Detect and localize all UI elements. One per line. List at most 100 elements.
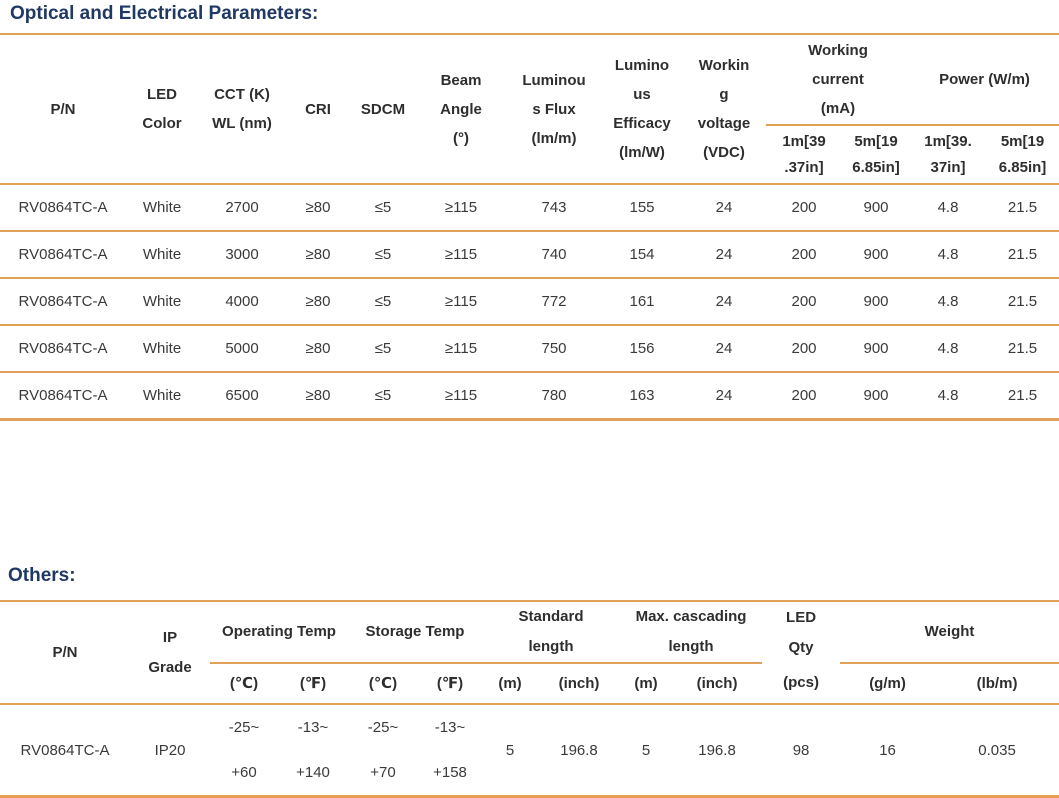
table-cell: White <box>126 324 198 372</box>
header-sdcm: SDCM <box>360 100 406 118</box>
header-luminous-flux: Luminou s Flux (lm/m) <box>522 71 586 147</box>
table-cell: 740 <box>506 230 602 278</box>
header-working-current-group: Working current (mA) <box>766 34 911 126</box>
table-cell: 4.8 <box>910 371 987 419</box>
table-cell: 163 <box>602 371 682 419</box>
table-cell: 4.8 <box>910 324 987 372</box>
table-cell: ≤5 <box>350 371 416 419</box>
subheader-led-qty-pcs: (pcs) <box>783 674 819 691</box>
header-pn: P/N <box>50 100 76 118</box>
table-cell: 4.8 <box>910 277 987 325</box>
table-cell: White <box>126 371 198 419</box>
table-cell: 743 <box>506 183 602 231</box>
subheader-weight-gm: (g/m) <box>869 674 906 692</box>
subheader-storage-temp-f: (℉) <box>436 674 464 692</box>
others-table: P/N IP Grade Operating Temp Storage Temp… <box>0 600 1059 798</box>
table-cell: 200 <box>766 324 842 372</box>
table-cell: 5 <box>620 703 673 797</box>
table-cell: 21.5 <box>986 324 1059 372</box>
table-cell: ≥80 <box>286 183 350 231</box>
header-pn: P/N <box>52 643 78 661</box>
table-cell: ≤5 <box>350 230 416 278</box>
table-cell: 196.8 <box>538 703 621 797</box>
table-cell: ≤5 <box>350 277 416 325</box>
table-cell: 5000 <box>198 324 286 372</box>
table-cell: 24 <box>682 371 766 419</box>
table-cell: 21.5 <box>986 371 1059 419</box>
table-cell: 900 <box>842 230 911 278</box>
header-led-color: LED Color <box>142 86 182 132</box>
table-cell: 4.8 <box>910 230 987 278</box>
optical-parameters-table: P/N LED Color CCT (K) WL (nm) CRI SDCM B… <box>0 33 1059 421</box>
header-weight-group: Weight <box>840 601 1059 664</box>
table-cell: 98 <box>762 703 841 797</box>
table-cell: 16 <box>840 703 936 797</box>
subheader-standard-length-inch: (inch) <box>558 674 600 692</box>
table-row: RV0864TC-A White 6500 ≥80 ≤5 ≥115 780 16… <box>0 371 1059 419</box>
table-cell: RV0864TC-A <box>0 324 126 372</box>
table-cell: 161 <box>602 277 682 325</box>
table-cell: RV0864TC-A <box>0 183 126 231</box>
header-standard-length-group: Standard length <box>482 601 621 664</box>
optical-header-row: P/N LED Color CCT (K) WL (nm) CRI SDCM B… <box>0 34 1059 161</box>
table-cell: 200 <box>766 371 842 419</box>
header-operating-temp-group: Operating Temp <box>210 601 348 664</box>
table-cell: 2700 <box>198 183 286 231</box>
table-cell: -13~ +140 <box>278 703 348 797</box>
header-led-qty: LED Qty <box>786 608 817 656</box>
table-cell: 900 <box>842 324 911 372</box>
table-cell: ≤5 <box>350 324 416 372</box>
header-max-cascading-length-group: Max. cascading length <box>620 601 763 664</box>
table-cell: ≥115 <box>416 277 506 325</box>
table-cell: 24 <box>682 230 766 278</box>
subheader-max-cascading-m: (m) <box>634 674 658 692</box>
table-cell: 3000 <box>198 230 286 278</box>
table-cell: 21.5 <box>986 183 1059 231</box>
table-cell: 24 <box>682 277 766 325</box>
table-cell: 4.8 <box>910 183 987 231</box>
table-cell: 200 <box>766 230 842 278</box>
table-cell: 21.5 <box>986 230 1059 278</box>
subheader-operating-temp-c: (℃) <box>229 674 259 692</box>
table-cell: -25~ +70 <box>348 703 418 797</box>
subheader-operating-temp-f: (℉) <box>299 674 327 692</box>
table-cell: White <box>126 230 198 278</box>
table-cell: 6500 <box>198 371 286 419</box>
subheader-current-1m: 1m[39 .37in] <box>782 132 826 176</box>
table-cell: 24 <box>682 324 766 372</box>
header-luminous-efficacy: Lumino us Efficacy (lm/W) <box>613 57 671 161</box>
table-cell: ≥115 <box>416 230 506 278</box>
header-storage-temp-group: Storage Temp <box>348 601 482 664</box>
table-cell: ≥115 <box>416 324 506 372</box>
table-cell: ≥80 <box>286 324 350 372</box>
header-cct-wl: CCT (K) WL (nm) <box>212 86 272 132</box>
table-cell: 196.8 <box>672 703 763 797</box>
table-cell: RV0864TC-A <box>0 230 126 278</box>
table-cell: 750 <box>506 324 602 372</box>
others-header-row: P/N IP Grade Operating Temp Storage Temp… <box>0 601 1059 676</box>
table-cell: 4000 <box>198 277 286 325</box>
table-cell: 154 <box>602 230 682 278</box>
table-row: RV0864TC-A White 3000 ≥80 ≤5 ≥115 740 15… <box>0 230 1059 278</box>
table-cell: 900 <box>842 277 911 325</box>
header-beam-angle: Beam Angle (°) <box>440 71 482 147</box>
subheader-power-5m: 5m[19 6.85in] <box>998 132 1047 176</box>
subheader-standard-length-m: (m) <box>498 674 522 692</box>
subheader-storage-temp-c: (℃) <box>368 674 398 692</box>
table-cell: 0.035 <box>935 703 1059 797</box>
table-cell: 5 <box>482 703 538 797</box>
table-cell: RV0864TC-A <box>0 371 126 419</box>
table-row: RV0864TC-A White 5000 ≥80 ≤5 ≥115 750 15… <box>0 324 1059 372</box>
table-cell: ≥115 <box>416 371 506 419</box>
others-subheader-row: (℃) (℉) (℃) (℉) (m) (inch) (m) (inch) (p… <box>0 663 1059 704</box>
table-cell: 200 <box>766 183 842 231</box>
header-cri: CRI <box>305 100 331 118</box>
table-cell: 24 <box>682 183 766 231</box>
table-cell: RV0864TC-A <box>0 703 130 797</box>
table-cell: ≥115 <box>416 183 506 231</box>
table-cell: White <box>126 183 198 231</box>
table-row: RV0864TC-A White 2700 ≥80 ≤5 ≥115 743 15… <box>0 183 1059 231</box>
table-cell: RV0864TC-A <box>0 277 126 325</box>
header-power-group: Power (W/m) <box>910 34 1059 126</box>
table-cell: ≤5 <box>350 183 416 231</box>
